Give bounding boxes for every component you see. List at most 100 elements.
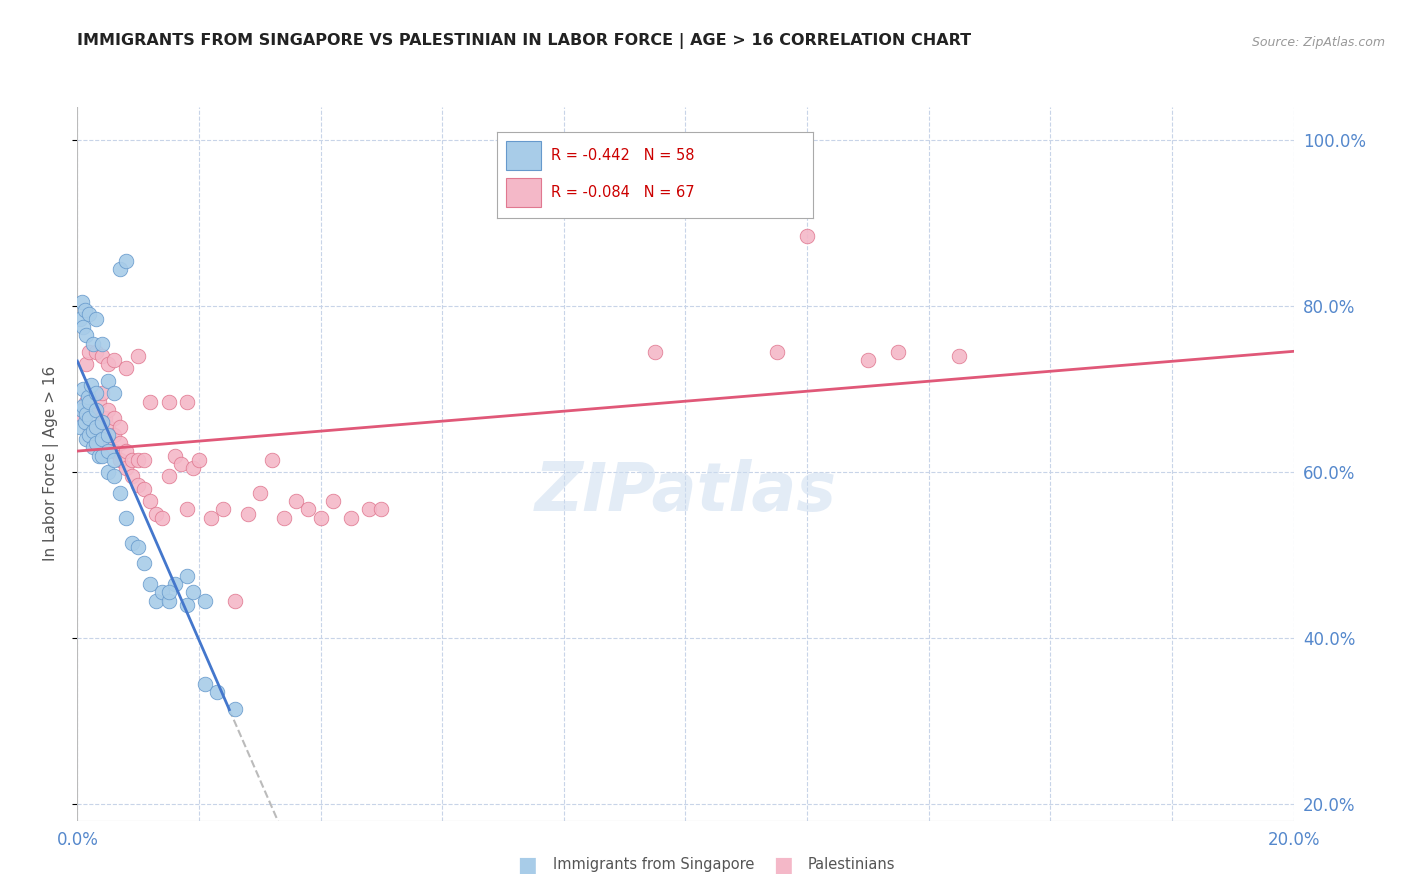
Point xyxy=(84,403,107,417)
Point xyxy=(152,585,174,599)
Point xyxy=(97,419,120,434)
Point xyxy=(856,353,879,368)
Point xyxy=(72,399,94,413)
Point xyxy=(79,411,101,425)
Point xyxy=(644,344,666,359)
Text: 20.0%: 20.0% xyxy=(1267,830,1320,848)
Point xyxy=(359,502,381,516)
Point xyxy=(115,461,138,475)
Point xyxy=(176,598,198,612)
Point xyxy=(176,502,198,516)
Point xyxy=(157,394,180,409)
Point xyxy=(84,419,107,434)
Point xyxy=(79,427,101,442)
Point xyxy=(97,357,120,371)
Point xyxy=(127,477,149,491)
Point xyxy=(79,308,101,322)
Point xyxy=(370,502,392,516)
Point xyxy=(796,228,818,243)
Point xyxy=(82,424,104,438)
Point xyxy=(103,427,125,442)
Point xyxy=(948,349,970,363)
Point xyxy=(205,685,228,699)
Point xyxy=(181,461,204,475)
Y-axis label: In Labor Force | Age > 16: In Labor Force | Age > 16 xyxy=(44,367,59,561)
Point xyxy=(152,510,174,524)
Point xyxy=(115,510,138,524)
Point xyxy=(273,510,295,524)
Point xyxy=(84,436,107,450)
Point xyxy=(322,494,344,508)
Point xyxy=(97,436,120,450)
Point xyxy=(75,432,97,446)
Point xyxy=(127,452,149,467)
Point xyxy=(103,469,125,483)
Point xyxy=(72,382,94,396)
Point xyxy=(145,593,167,607)
Point xyxy=(103,444,125,458)
Point xyxy=(70,295,93,310)
Point xyxy=(139,494,162,508)
Point xyxy=(97,403,120,417)
Point xyxy=(108,486,131,500)
Point xyxy=(194,677,217,691)
Point xyxy=(97,374,120,388)
Point xyxy=(127,349,149,363)
Point xyxy=(224,593,246,607)
Point xyxy=(108,452,131,467)
Point xyxy=(69,419,91,434)
Point xyxy=(87,394,110,409)
Point xyxy=(79,394,101,409)
Point xyxy=(212,502,235,516)
Point xyxy=(115,253,138,268)
Point xyxy=(139,577,162,591)
Point xyxy=(134,557,156,571)
Text: ■: ■ xyxy=(773,855,793,875)
Text: Palestinians: Palestinians xyxy=(808,857,896,872)
Point xyxy=(115,444,138,458)
Point xyxy=(108,261,131,276)
Point xyxy=(79,419,101,434)
Point xyxy=(103,452,125,467)
Point xyxy=(90,349,112,363)
Point xyxy=(84,403,107,417)
Point xyxy=(297,502,319,516)
Point xyxy=(200,510,222,524)
Point xyxy=(121,469,143,483)
Point xyxy=(134,482,156,496)
Point xyxy=(309,510,332,524)
Point xyxy=(73,415,96,429)
Point xyxy=(84,311,107,326)
Point xyxy=(90,336,112,351)
Point xyxy=(90,386,112,401)
Point xyxy=(90,449,112,463)
Point xyxy=(69,311,91,326)
Point xyxy=(72,411,94,425)
Text: ZIPatlas: ZIPatlas xyxy=(534,459,837,525)
Point xyxy=(87,449,110,463)
Point xyxy=(260,452,283,467)
Text: Source: ZipAtlas.com: Source: ZipAtlas.com xyxy=(1251,36,1385,49)
Point xyxy=(224,701,246,715)
Point xyxy=(70,403,93,417)
Point xyxy=(134,452,156,467)
Point xyxy=(163,449,186,463)
Point xyxy=(194,593,217,607)
Point xyxy=(170,457,193,471)
Point xyxy=(103,411,125,425)
Point xyxy=(79,344,101,359)
Point xyxy=(72,320,94,334)
Point xyxy=(249,486,271,500)
Text: ■: ■ xyxy=(517,855,537,875)
Point xyxy=(80,378,103,392)
Point xyxy=(97,444,120,458)
Point xyxy=(163,577,186,591)
Point xyxy=(188,452,211,467)
Point xyxy=(887,344,910,359)
Point xyxy=(139,394,162,409)
Text: 0.0%: 0.0% xyxy=(56,830,98,848)
Point xyxy=(75,407,97,421)
Point xyxy=(93,411,115,425)
Point xyxy=(103,386,125,401)
Point xyxy=(82,440,104,454)
